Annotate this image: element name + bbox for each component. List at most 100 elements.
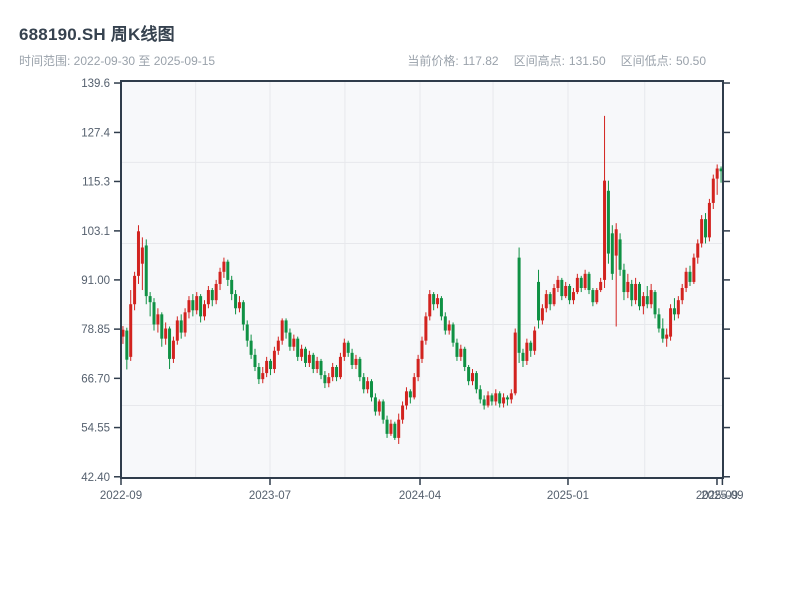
candle-body bbox=[338, 356, 342, 378]
candle-body bbox=[168, 328, 172, 359]
candle-body bbox=[715, 168, 719, 179]
stat-range-high-value: 131.50 bbox=[568, 54, 606, 68]
candle-body bbox=[203, 304, 207, 317]
candle-body bbox=[129, 304, 133, 357]
x-tick-label: 2023-07 bbox=[249, 490, 291, 502]
candle-body bbox=[583, 273, 587, 289]
candle-body bbox=[272, 350, 276, 370]
candle-body bbox=[323, 375, 327, 384]
candle-body bbox=[451, 324, 455, 343]
candle-body bbox=[696, 243, 700, 258]
candle-body bbox=[401, 405, 405, 420]
candle-body bbox=[470, 373, 474, 382]
candle-body bbox=[121, 329, 125, 337]
candle-body bbox=[637, 283, 641, 307]
candle-body bbox=[502, 397, 506, 404]
candle-body bbox=[300, 348, 304, 357]
page-title: 688190.SH 周K线图 bbox=[19, 25, 175, 44]
x-tick-label: 2025-09 bbox=[696, 490, 738, 502]
candle-body bbox=[544, 294, 548, 309]
candle-body bbox=[404, 391, 408, 406]
candle-body bbox=[199, 296, 203, 317]
candle-body bbox=[513, 332, 517, 394]
date-range-label: 时间范围: 2022-09-30 至 2025-09-15 bbox=[19, 54, 216, 68]
candle-body bbox=[175, 320, 179, 341]
candle-body bbox=[187, 300, 191, 313]
stat-current-price: 当前价格: 117.82 bbox=[407, 52, 498, 69]
candle-body bbox=[649, 290, 653, 305]
candle-body bbox=[676, 300, 680, 315]
plot-frame bbox=[120, 80, 724, 479]
candle-body bbox=[237, 302, 241, 309]
candle-body bbox=[156, 314, 160, 325]
candle-body bbox=[389, 423, 393, 434]
candle-body bbox=[288, 332, 292, 347]
candle-body bbox=[498, 393, 502, 404]
candle-body bbox=[276, 340, 280, 351]
candle-body bbox=[171, 340, 175, 359]
candle-body bbox=[595, 290, 599, 303]
candle-body bbox=[688, 271, 692, 282]
y-tick-label: 66.70 bbox=[81, 373, 110, 385]
candle-body bbox=[653, 292, 657, 315]
candle-body bbox=[152, 302, 156, 325]
candle-body bbox=[707, 202, 711, 238]
candle-body bbox=[412, 377, 416, 398]
candle-body bbox=[408, 391, 412, 398]
candle-body bbox=[164, 328, 168, 339]
candle-body bbox=[249, 340, 253, 355]
candle-body bbox=[366, 381, 370, 390]
candle-body bbox=[206, 290, 210, 305]
candle-body bbox=[661, 328, 665, 339]
candle-body bbox=[373, 397, 377, 412]
candle-body bbox=[350, 352, 354, 365]
candle-body bbox=[564, 285, 568, 297]
candle-body bbox=[292, 338, 296, 347]
candle-body bbox=[226, 261, 230, 280]
candle-body bbox=[533, 330, 537, 351]
candle-body bbox=[467, 367, 471, 382]
candle-body bbox=[284, 320, 288, 333]
candle-body bbox=[140, 247, 144, 264]
candle-body bbox=[432, 294, 436, 305]
candle-body bbox=[315, 360, 319, 370]
candle-body bbox=[680, 288, 684, 301]
candle-body bbox=[474, 373, 478, 390]
candle-body bbox=[133, 275, 137, 305]
candle-body bbox=[447, 324, 451, 331]
candle-body bbox=[459, 348, 463, 357]
candle-body bbox=[319, 360, 323, 376]
candle-body bbox=[245, 324, 249, 341]
candle-body bbox=[214, 283, 218, 301]
candle-body bbox=[179, 320, 183, 333]
candle-body bbox=[393, 423, 397, 438]
candle-body bbox=[160, 314, 164, 339]
chart-stats: 当前价格: 117.82 区间高点: 131.50 区间低点: 50.50 bbox=[407, 52, 706, 69]
candle-body bbox=[591, 290, 595, 303]
candle-body bbox=[486, 395, 490, 406]
candle-body bbox=[529, 342, 533, 351]
candle-body bbox=[191, 300, 195, 311]
candle-body bbox=[463, 348, 467, 368]
candle-body bbox=[521, 352, 525, 361]
candle-body bbox=[556, 279, 560, 289]
candle-body bbox=[136, 231, 140, 276]
candle-body bbox=[420, 340, 424, 359]
candle-body bbox=[603, 180, 607, 280]
candle-body bbox=[618, 239, 622, 270]
candle-body bbox=[645, 296, 649, 305]
candle-body bbox=[579, 277, 583, 289]
candle-body bbox=[540, 308, 544, 321]
stat-range-low: 区间低点: 50.50 bbox=[621, 52, 706, 69]
stat-range-low-value: 50.50 bbox=[675, 54, 706, 68]
y-tick-label: 127.4 bbox=[81, 127, 110, 139]
y-tick-label: 139.6 bbox=[81, 78, 110, 90]
candle-body bbox=[362, 377, 366, 390]
candle-body bbox=[253, 354, 257, 368]
candle-body bbox=[280, 320, 284, 341]
candle-body bbox=[397, 419, 401, 438]
candle-body bbox=[303, 348, 307, 363]
candle-body bbox=[331, 367, 335, 378]
candle-body bbox=[241, 302, 245, 325]
